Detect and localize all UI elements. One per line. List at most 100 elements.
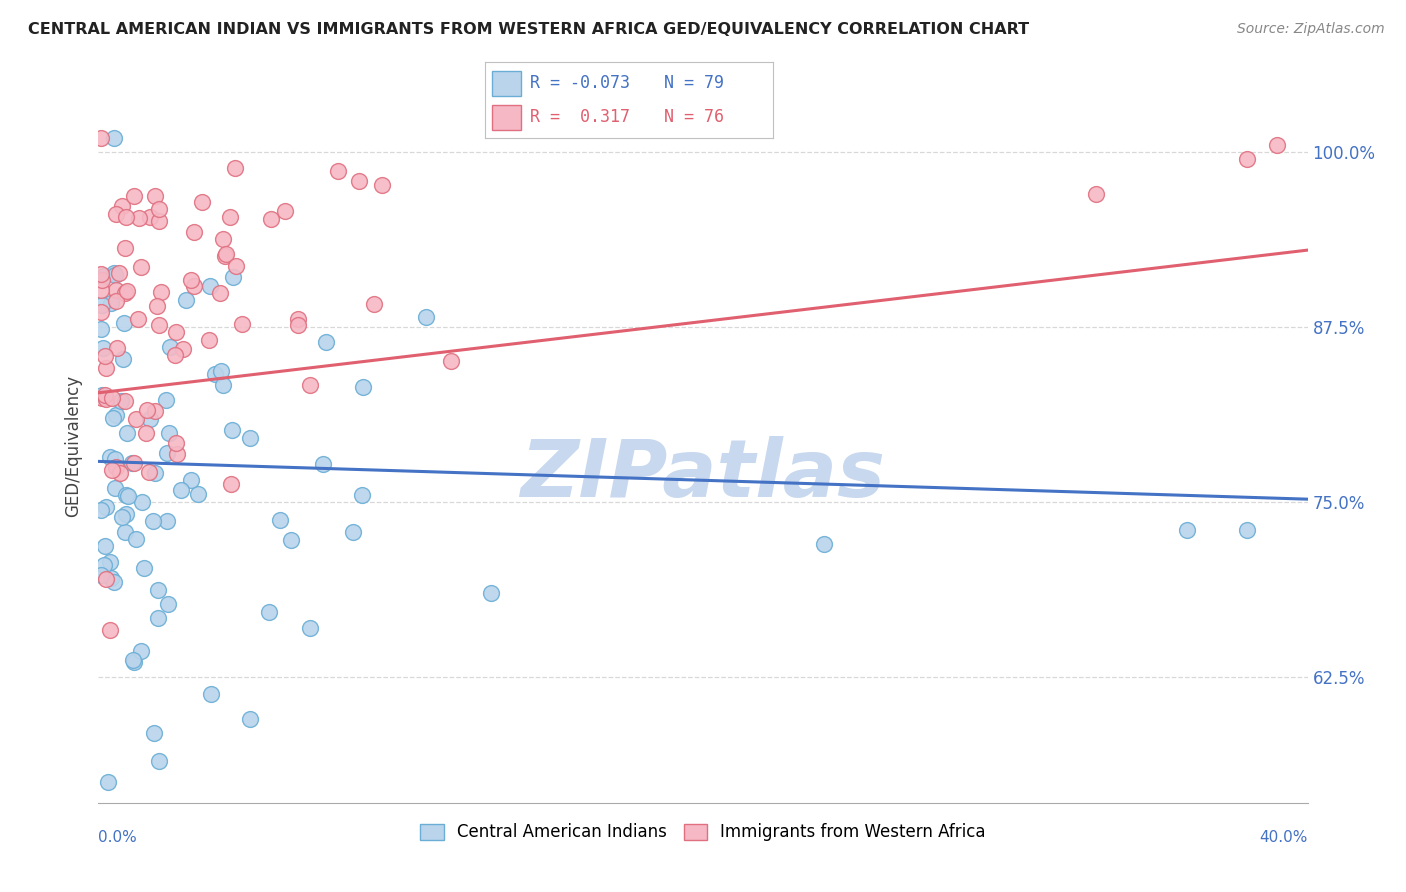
Point	[104, 268, 127, 283]
Point	[347, 173, 370, 187]
Point	[110, 467, 132, 481]
Point	[127, 312, 149, 326]
Point	[191, 194, 214, 209]
Point	[124, 532, 146, 546]
Point	[136, 403, 159, 417]
Point	[440, 354, 463, 368]
Point	[260, 212, 283, 227]
Point	[315, 334, 337, 349]
Point	[142, 514, 165, 528]
Point	[94, 392, 117, 407]
Point	[129, 260, 152, 274]
Point	[90, 131, 112, 145]
Point	[212, 232, 235, 246]
Text: N = 79: N = 79	[664, 74, 724, 92]
Legend: Central American Indians, Immigrants from Western Africa: Central American Indians, Immigrants fro…	[413, 817, 993, 848]
Point	[104, 207, 127, 221]
Point	[215, 247, 238, 261]
Point	[91, 392, 114, 406]
Text: R = -0.073: R = -0.073	[530, 74, 630, 92]
Point	[257, 605, 280, 619]
Point	[156, 514, 179, 528]
Point	[111, 509, 134, 524]
Point	[90, 503, 112, 517]
Point	[91, 297, 114, 311]
Point	[131, 495, 153, 509]
Point	[157, 425, 180, 440]
Point	[180, 273, 202, 287]
Point	[813, 537, 835, 551]
Point	[125, 412, 148, 426]
Point	[146, 611, 169, 625]
Point	[183, 279, 205, 293]
Point	[1236, 152, 1258, 166]
Point	[163, 348, 186, 362]
Text: ZIPatlas: ZIPatlas	[520, 435, 886, 514]
Point	[204, 368, 226, 382]
Point	[219, 211, 242, 225]
Point	[96, 500, 118, 515]
Y-axis label: GED/Equivalency: GED/Equivalency	[65, 375, 83, 517]
Point	[98, 450, 121, 464]
Point	[104, 452, 127, 467]
Point	[1085, 187, 1108, 202]
Point	[180, 473, 202, 487]
Point	[90, 387, 112, 401]
Point	[101, 410, 124, 425]
Point	[104, 481, 127, 495]
Point	[221, 423, 243, 437]
Point	[114, 210, 136, 224]
Point	[138, 465, 160, 479]
Point	[103, 574, 125, 589]
Point	[225, 260, 247, 274]
Point	[370, 178, 392, 192]
Point	[148, 214, 170, 228]
Point	[107, 266, 129, 280]
Point	[105, 459, 128, 474]
Point	[481, 586, 503, 600]
Point	[224, 161, 246, 176]
Point	[90, 283, 112, 297]
Point	[415, 310, 437, 325]
Point	[122, 655, 145, 669]
Text: CENTRAL AMERICAN INDIAN VS IMMIGRANTS FROM WESTERN AFRICA GED/EQUIVALENCY CORREL: CENTRAL AMERICAN INDIAN VS IMMIGRANTS FR…	[28, 22, 1029, 37]
Point	[114, 524, 136, 539]
Point	[156, 446, 179, 460]
Point	[90, 567, 112, 582]
Point	[159, 340, 181, 354]
Point	[1267, 138, 1289, 153]
Point	[114, 286, 136, 301]
Point	[122, 188, 145, 202]
Point	[174, 293, 197, 308]
Point	[112, 352, 135, 367]
Point	[312, 457, 335, 471]
Point	[148, 583, 170, 598]
Point	[114, 241, 136, 255]
Point	[117, 489, 139, 503]
Text: 40.0%: 40.0%	[1260, 830, 1308, 845]
Point	[352, 488, 374, 502]
Point	[93, 387, 115, 401]
Point	[122, 653, 145, 667]
Point	[100, 571, 122, 585]
Point	[121, 456, 143, 470]
Point	[103, 267, 125, 281]
Text: R =  0.317: R = 0.317	[530, 109, 630, 127]
Point	[128, 211, 150, 226]
Point	[115, 425, 138, 440]
Point	[139, 210, 162, 224]
Point	[114, 316, 136, 330]
Point	[105, 408, 128, 422]
Point	[103, 131, 125, 145]
Point	[100, 296, 122, 310]
Point	[326, 164, 349, 178]
Text: N = 76: N = 76	[664, 109, 724, 127]
Point	[104, 293, 127, 308]
Point	[280, 533, 302, 548]
Point	[169, 483, 191, 498]
Point	[221, 477, 243, 491]
Point	[91, 341, 114, 355]
Point	[115, 285, 138, 299]
Point	[90, 322, 112, 336]
Point	[1236, 523, 1258, 537]
